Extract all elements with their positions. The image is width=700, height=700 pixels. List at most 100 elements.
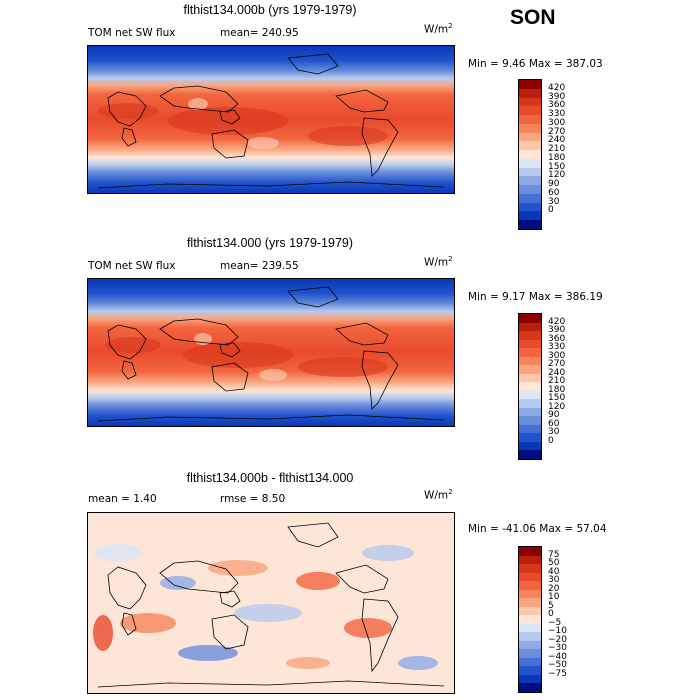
colorbar-tick-label: 240 — [548, 367, 566, 378]
colorbar-tick-label: 360 — [548, 333, 566, 344]
colorbar-swatch — [519, 150, 541, 160]
colorbar-swatch — [519, 623, 541, 633]
colorbar-tick-label: 30 — [548, 196, 560, 207]
panel-diff-units: W/m2 — [424, 488, 453, 502]
panel-diff-map — [87, 512, 455, 694]
panel-top-units: W/m2 — [424, 22, 453, 36]
panel-top-colorbar — [518, 79, 542, 230]
colorbar-tick-label: 300 — [548, 350, 566, 361]
colorbar-tick-label: 30 — [548, 575, 560, 586]
colorbar-swatch — [519, 314, 541, 324]
colorbar-tick-label: 0 — [548, 205, 554, 216]
panel-diff-colorbar — [518, 546, 542, 693]
colorbar-swatch — [519, 322, 541, 332]
colorbar-swatch — [519, 88, 541, 98]
colorbar-swatch — [519, 674, 541, 684]
colorbar-tick-label: 420 — [548, 82, 566, 93]
colorbar-swatch — [519, 115, 541, 125]
colorbar-swatch — [519, 657, 541, 667]
colorbar-swatch — [519, 331, 541, 341]
colorbar-tick-label: 30 — [548, 427, 560, 438]
panel-middle-units: W/m2 — [424, 255, 453, 269]
colorbar-tick-label: 5 — [548, 600, 554, 611]
colorbar-swatch — [519, 97, 541, 107]
colorbar-swatch — [519, 547, 541, 557]
colorbar-tick-label: −10 — [548, 626, 567, 637]
colorbar-tick-label: 50 — [548, 558, 560, 569]
panel-middle-title: flthist134.000 (yrs 1979-1979) — [186, 236, 354, 250]
panel-middle-map — [87, 278, 455, 427]
colorbar-tick-label: −30 — [548, 643, 567, 654]
colorbar-tick-label: 180 — [548, 384, 566, 395]
panel-top-mean: mean= 240.95 — [220, 27, 299, 39]
colorbar-swatch — [519, 185, 541, 195]
colorbar-tick-label: −75 — [548, 668, 567, 679]
colorbar-swatch — [519, 606, 541, 616]
colorbar-swatch — [519, 141, 541, 151]
colorbar-tick-label: 40 — [548, 566, 560, 577]
colorbar-tick-label: 0 — [548, 435, 554, 446]
colorbar-tick-label: 60 — [548, 418, 560, 429]
colorbar-swatch — [519, 399, 541, 409]
colorbar-tick-label: 75 — [548, 549, 560, 560]
colorbar-swatch — [519, 433, 541, 443]
colorbar-tick-label: 210 — [548, 376, 566, 387]
colorbar-swatch — [519, 424, 541, 434]
colorbar-swatch — [519, 80, 541, 90]
colorbar-tick-label: 10 — [548, 592, 560, 603]
colorbar-tick-label: 390 — [548, 91, 566, 102]
colorbar-tick-label: 210 — [548, 144, 566, 155]
panel-middle-mean: mean= 239.55 — [220, 260, 299, 272]
colorbar-tick-label: 150 — [548, 393, 566, 404]
colorbar-tick-label: 420 — [548, 316, 566, 327]
colorbar-swatch — [519, 640, 541, 650]
colorbar-tick-label: −40 — [548, 651, 567, 662]
colorbar-tick-label: 120 — [548, 170, 566, 181]
colorbar-tick-label: 360 — [548, 100, 566, 111]
colorbar-swatch — [519, 450, 541, 460]
colorbar-swatch — [519, 572, 541, 582]
colorbar-swatch — [519, 373, 541, 383]
colorbar-swatch — [519, 598, 541, 608]
colorbar-tick-label: −50 — [548, 660, 567, 671]
colorbar-tick-label: 330 — [548, 109, 566, 120]
colorbar-swatch — [519, 193, 541, 204]
colorbar-swatch — [519, 167, 541, 177]
colorbar-tick-label: 120 — [548, 401, 566, 412]
colorbar-tick-label: 240 — [548, 135, 566, 146]
colorbar-swatch — [519, 365, 541, 375]
colorbar-swatch — [519, 132, 541, 142]
colorbar-swatch — [519, 581, 541, 591]
colorbar-swatch — [519, 339, 541, 349]
colorbar-swatch — [519, 589, 541, 599]
colorbar-swatch — [519, 441, 541, 451]
panel-top-minmax: Min = 9.46 Max = 387.03 — [468, 58, 603, 70]
colorbar-tick-label: 90 — [548, 410, 560, 421]
colorbar-tick-label: 330 — [548, 342, 566, 353]
panel-diff-rmse: rmse = 8.50 — [220, 493, 286, 505]
colorbar-swatch — [519, 176, 541, 186]
colorbar-tick-label: −5 — [548, 617, 562, 628]
colorbar-swatch — [519, 615, 541, 625]
colorbar-tick-label: 20 — [548, 583, 560, 594]
colorbar-swatch — [519, 382, 541, 392]
colorbar-tick-label: 270 — [548, 126, 566, 137]
panel-top-title: flthist134.000b (yrs 1979-1979) — [183, 3, 357, 17]
colorbar-tick-label: 300 — [548, 117, 566, 128]
panel-diff-title: flthist134.000b - flthist134.000 — [186, 471, 354, 485]
colorbar-tick-label: 150 — [548, 161, 566, 172]
colorbar-tick-label: 90 — [548, 179, 560, 190]
colorbar-swatch — [519, 683, 541, 693]
colorbar-swatch — [519, 649, 541, 659]
panel-middle-minmax: Min = 9.17 Max = 386.19 — [468, 291, 603, 303]
colorbar-swatch — [519, 666, 541, 676]
panel-top-map — [87, 45, 455, 194]
colorbar-tick-label: 0 — [548, 609, 554, 620]
colorbar-swatch — [519, 390, 541, 400]
colorbar-swatch — [519, 202, 541, 212]
colorbar-tick-label: 60 — [548, 187, 560, 198]
colorbar-swatch — [519, 106, 541, 116]
colorbar-swatch — [519, 416, 541, 426]
colorbar-tick-label: 270 — [548, 359, 566, 370]
colorbar-tick-label: −20 — [548, 634, 567, 645]
